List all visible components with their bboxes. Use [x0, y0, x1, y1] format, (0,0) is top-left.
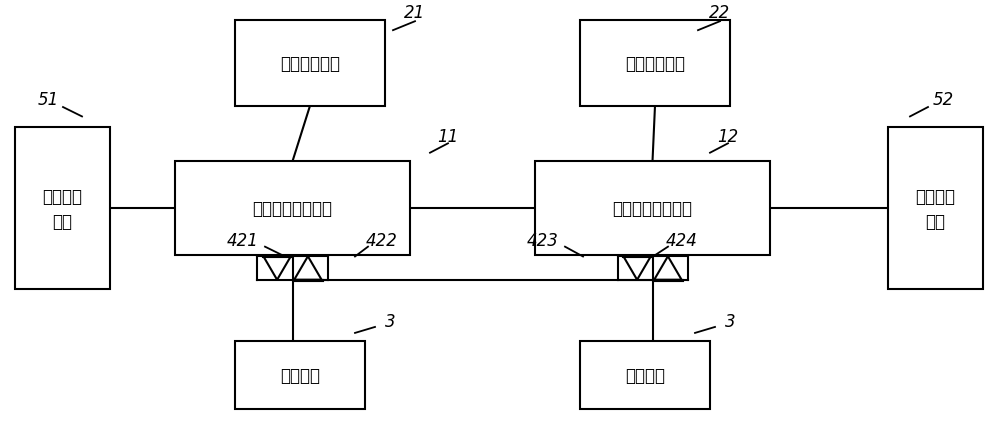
Text: 423: 423: [527, 232, 559, 250]
Bar: [888, 128, 983, 290]
Text: 21: 21: [404, 4, 426, 22]
Text: 12: 12: [717, 127, 739, 145]
Text: 424: 424: [666, 232, 698, 250]
Text: 第二备用电源设备: 第二备用电源设备: [613, 200, 693, 218]
Text: 第二供电
电源: 第二供电 电源: [916, 187, 956, 230]
Text: 电池设备: 电池设备: [280, 366, 320, 384]
Bar: [15, 128, 110, 290]
Bar: [580, 341, 710, 409]
Text: 52: 52: [932, 91, 954, 109]
Bar: [580, 21, 730, 106]
Text: 22: 22: [709, 4, 731, 22]
Text: 第二分配单元: 第二分配单元: [625, 55, 685, 73]
Bar: [235, 21, 385, 106]
Text: 11: 11: [437, 127, 459, 145]
Text: 第一供电
电源: 第一供电 电源: [42, 187, 82, 230]
Text: 51: 51: [37, 91, 59, 109]
Text: 422: 422: [366, 232, 398, 250]
Bar: [535, 162, 770, 256]
Text: 3: 3: [385, 313, 395, 331]
Text: 第一备用电源设备: 第一备用电源设备: [252, 200, 332, 218]
Bar: [235, 341, 365, 409]
Bar: [175, 162, 410, 256]
Text: 421: 421: [227, 232, 259, 250]
Text: 3: 3: [725, 313, 735, 331]
Text: 电池设备: 电池设备: [625, 366, 665, 384]
Text: 第一分配单元: 第一分配单元: [280, 55, 340, 73]
